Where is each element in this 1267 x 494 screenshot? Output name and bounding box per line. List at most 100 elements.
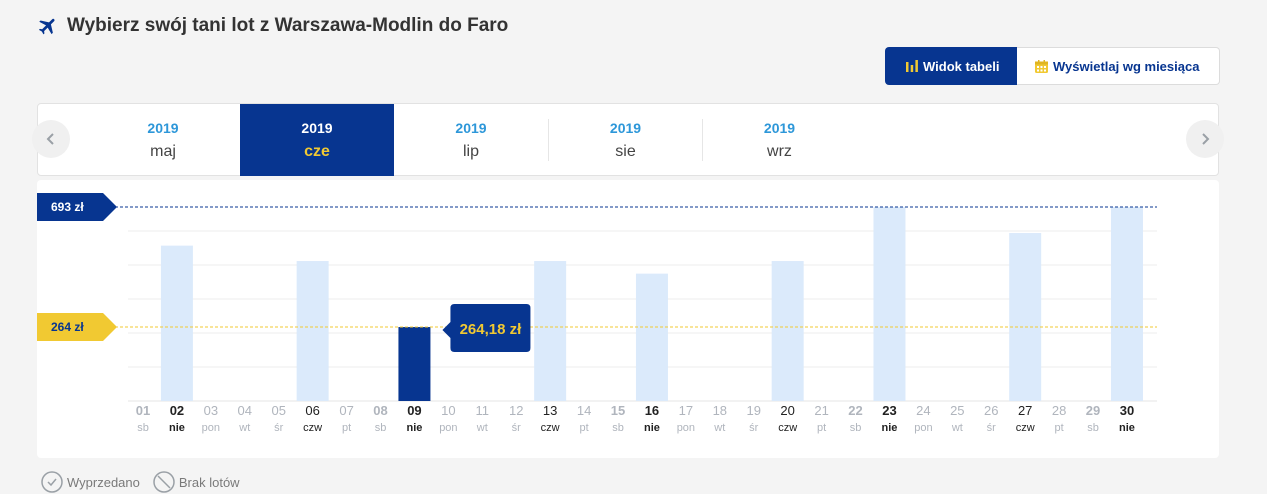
month-tab-name: sie (615, 143, 636, 160)
day-label: 24 (916, 403, 930, 418)
price-bar-09[interactable] (398, 327, 431, 401)
month-view-label: Wyświetlaj wg miesiąca (1053, 58, 1200, 74)
day-label: 11 (476, 403, 490, 418)
day-label: 10 (441, 403, 455, 418)
day-label: 19 (747, 403, 761, 418)
month-tab-year: 2019 (609, 120, 642, 136)
day-label: 28 (1052, 403, 1066, 418)
legend-no-flights: Brak lotów (152, 470, 240, 494)
month-tab-year: 2019 (763, 120, 796, 136)
month-tab-name: lip (462, 143, 479, 160)
day-label: 16 (645, 403, 659, 418)
page-header: Wybierz swój tani lot z Warszawa-Modlin … (37, 14, 508, 38)
price-tooltip-label: 264,18 zł (460, 321, 523, 338)
day-label: 21 (814, 403, 828, 418)
day-label: 20 (780, 403, 794, 418)
weekday-label: wt (951, 422, 963, 434)
weekday-label: sb (1087, 422, 1099, 434)
weekday-label: czw (541, 422, 560, 434)
weekday-label: czw (1016, 422, 1035, 434)
month-tab-cze[interactable]: 2019 cze (240, 104, 394, 176)
price-bar-06[interactable] (296, 261, 329, 401)
day-label: 03 (204, 403, 218, 418)
weekday-label: śr (512, 422, 521, 434)
day-label: 13 (543, 403, 557, 418)
month-tab-name: wrz (767, 143, 792, 160)
day-label: 01 (136, 403, 150, 418)
day-label: 15 (611, 403, 625, 418)
month-tab-wrz[interactable]: 2019 wrz (702, 119, 856, 161)
month-tab-year: 2019 (301, 120, 333, 136)
legend: Wyprzedano Brak lotów (40, 470, 252, 494)
weekday-label: pt (1055, 422, 1064, 434)
weekday-label: sb (850, 422, 862, 434)
weekday-label: sb (375, 422, 387, 434)
weekday-label: pt (817, 422, 826, 434)
weekday-label: pt (579, 422, 588, 434)
month-tab-sie[interactable]: 2019 sie (548, 119, 702, 161)
month-tab-year: 2019 (455, 120, 487, 136)
day-label: 30 (1120, 403, 1134, 418)
weekday-label: sb (137, 422, 149, 434)
price-bar-27[interactable] (1009, 233, 1042, 401)
chevron-left-icon (46, 133, 54, 145)
price-bar-30[interactable] (1110, 207, 1143, 401)
day-label: 23 (882, 403, 896, 418)
month-tab-lip[interactable]: 2019 lip (394, 104, 548, 176)
day-label: 05 (271, 403, 285, 418)
weekday-label: nie (882, 422, 898, 434)
calendar-icon (1034, 59, 1049, 74)
day-label: 08 (373, 403, 387, 418)
day-label: 04 (238, 403, 252, 418)
view-toggle: Widok tabeli Wyświetlaj wg miesiąca (885, 47, 1220, 85)
price-chart-svg: 01 sb 02 nie 03 pon 04 wt 05 śr 06 czw 07 pt 08 sb 09 nie… (37, 193, 1157, 434)
chevron-right-icon (1202, 133, 1210, 145)
day-label: 17 (679, 403, 693, 418)
price-bar-02[interactable] (160, 245, 193, 401)
weekday-label: śr (274, 422, 284, 434)
no-flights-icon (153, 471, 175, 493)
day-label: 12 (509, 403, 523, 418)
day-label: 29 (1086, 403, 1100, 418)
weekday-label: nie (406, 422, 422, 434)
month-tab-name: cze (304, 143, 330, 160)
day-label: 22 (848, 403, 862, 418)
day-label: 14 (577, 403, 591, 418)
table-view-button[interactable]: Widok tabeli (885, 47, 1017, 85)
bar-chart-icon (905, 59, 919, 73)
price-bar-23[interactable] (873, 207, 906, 401)
price-bar-20[interactable] (771, 261, 804, 401)
weekday-label: wt (713, 422, 725, 434)
day-label: 26 (984, 403, 998, 418)
max-price-label: 693 zł (51, 200, 84, 214)
price-bar-13[interactable] (534, 261, 567, 401)
month-tab-maj[interactable]: 2019 maj (86, 104, 240, 176)
legend-sold-out-label: Wyprzedano (67, 474, 140, 490)
weekday-label: pon (202, 422, 220, 434)
day-label: 06 (305, 403, 319, 418)
max-price-flag (37, 193, 117, 221)
month-view-button[interactable]: Wyświetlaj wg miesiąca (1017, 47, 1220, 85)
weekday-label: czw (778, 422, 797, 434)
weekday-label: nie (169, 422, 185, 434)
day-label: 25 (950, 403, 964, 418)
previous-month-button[interactable] (32, 120, 70, 158)
weekday-label: wt (238, 422, 250, 434)
weekday-label: pt (342, 422, 351, 434)
month-tab-year: 2019 (147, 120, 179, 136)
legend-no-flights-label: Brak lotów (178, 474, 240, 490)
weekday-label: nie (644, 422, 660, 434)
day-label: 18 (713, 403, 727, 418)
day-label: 02 (170, 403, 184, 418)
day-label: 07 (339, 403, 353, 418)
weekday-label: pon (439, 422, 457, 434)
price-chart: 01 sb 02 nie 03 pon 04 wt 05 śr 06 czw 07 pt 08 sb 09 nie… (37, 180, 1219, 458)
page-title: Wybierz swój tani lot z Warszawa-Modlin … (67, 15, 509, 36)
next-month-button[interactable] (1186, 120, 1224, 158)
month-selector: 2019 maj 2019 cze 2019 lip 2019 sie 2019… (32, 103, 1224, 176)
day-label: 27 (1018, 403, 1032, 418)
price-bar-16[interactable] (635, 273, 668, 401)
sold-out-icon (41, 471, 63, 493)
plane-icon (37, 15, 59, 37)
month-tab-name: maj (150, 143, 176, 160)
